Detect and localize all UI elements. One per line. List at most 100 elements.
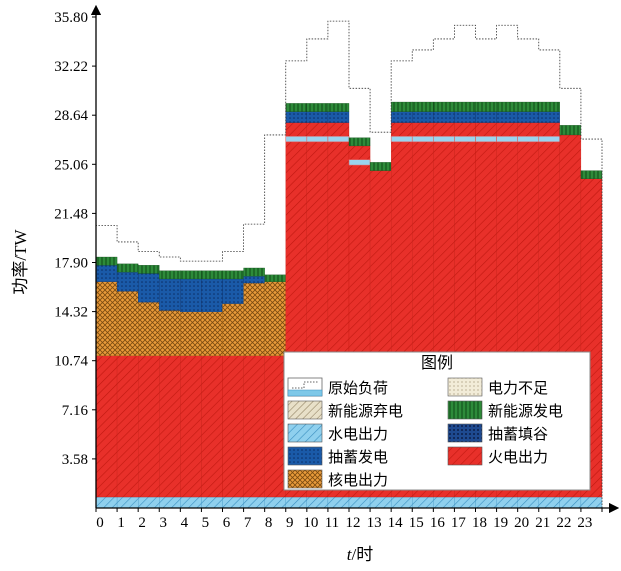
bar-hydro-21 xyxy=(538,496,560,509)
bar-hydro-1 xyxy=(116,496,139,509)
legend-label-shortage: 电力不足 xyxy=(488,380,548,397)
bar-curtail-14 xyxy=(390,136,413,143)
bar-renewable-21 xyxy=(538,101,560,112)
bar-pumped_gen-17 xyxy=(454,111,476,123)
bar-nuclear-6 xyxy=(222,303,244,356)
legend-swatch-nuclear xyxy=(287,469,323,489)
y-tick-label: 3.58 xyxy=(62,452,88,468)
bar-thermal-5 xyxy=(201,355,223,498)
original-load-line xyxy=(95,20,603,508)
y-axis-title: 功率/TW xyxy=(11,228,30,294)
bar-hydro-5 xyxy=(201,496,223,509)
bar-renewable-18 xyxy=(475,101,497,112)
bar-nuclear-3 xyxy=(159,310,181,356)
bar-renewable-10 xyxy=(306,103,329,112)
legend-swatch-thermal xyxy=(447,446,483,466)
x-tick-label: 6 xyxy=(223,515,231,531)
y-tick-label: 7.16 xyxy=(62,403,89,419)
bar-pumped_gen-7 xyxy=(243,276,265,284)
bar-hydro-19 xyxy=(496,496,518,509)
x-tick-label: 12 xyxy=(346,515,361,531)
legend-label-load: 原始负荷 xyxy=(328,380,388,397)
bar-pumped_gen-10 xyxy=(306,111,329,123)
bar-thermal-8 xyxy=(264,355,286,498)
bar-renewable-11 xyxy=(327,103,350,112)
x-tick-label: 3 xyxy=(160,515,168,531)
bar-hydro-8 xyxy=(264,496,286,509)
bar-thermal-2 xyxy=(138,355,160,498)
bar-pumped_gen-0 xyxy=(95,265,118,282)
x-tick-label: 18 xyxy=(472,515,487,531)
bar-hydro-9 xyxy=(285,496,307,509)
legend-swatch-pumped_fill xyxy=(447,423,483,443)
y-ticks: 3.58 7.16 10.74 14.32 17.90 21.48 25.06 28.64 32… xyxy=(54,10,96,468)
x-tick-label: 8 xyxy=(265,515,273,531)
bar-renewable-23 xyxy=(580,170,603,179)
bar-thermal-4 xyxy=(180,355,202,498)
axes xyxy=(90,4,620,514)
bar-curtail-18 xyxy=(475,136,497,143)
bar-curtail-11 xyxy=(327,136,350,143)
bar-nuclear-2 xyxy=(138,302,160,356)
bar-pumped_gen-11 xyxy=(327,111,350,123)
x-ticks: 0 1 2 3 4 5 6 7 8 9 10 11 12 13 14 15 16 17 18 19 20 21 22 23 xyxy=(95,508,603,531)
bar-hydro-20 xyxy=(517,496,539,509)
bar-hydro-7 xyxy=(243,496,265,509)
bar-thermal-1 xyxy=(116,355,139,498)
legend-title: 图例 xyxy=(421,354,453,372)
legend-swatch-shortage xyxy=(447,377,483,397)
bar-renewable-16 xyxy=(433,101,455,112)
x-tick-label: 0 xyxy=(96,515,104,531)
bar-curtail-17 xyxy=(454,136,476,143)
y-tick-label: 25.06 xyxy=(54,157,88,173)
bar-hydro-12 xyxy=(348,496,371,509)
bar-renewable-19 xyxy=(496,101,518,112)
legend-label-curtail: 新能源弃电 xyxy=(328,403,403,420)
bar-pumped_gen-4 xyxy=(180,278,202,313)
bar-renewable-8 xyxy=(264,274,286,282)
x-tick-label: 10 xyxy=(303,515,318,531)
bar-curtail-16 xyxy=(433,136,455,143)
bar-pumped_gen-5 xyxy=(201,278,223,313)
bar-pumped_gen-14 xyxy=(391,111,413,123)
x-tick-label: 21 xyxy=(535,515,550,531)
x-tick-label: 4 xyxy=(181,515,189,531)
bar-hydro-11 xyxy=(327,496,350,509)
bar-pumped_gen-6 xyxy=(222,278,244,304)
bar-renewable-0 xyxy=(95,256,118,266)
bar-renewable-9 xyxy=(285,103,307,112)
bar-hydro-22 xyxy=(559,496,582,509)
bar-nuclear-4 xyxy=(180,311,202,356)
legend-label-pumped_fill: 抽蓄填谷 xyxy=(488,426,548,443)
legend-swatch-load-base xyxy=(287,389,323,397)
bar-curtail-12 xyxy=(348,159,371,166)
y-tick-label: 28.64 xyxy=(54,108,88,124)
legend-label-hydro: 水电出力 xyxy=(328,426,388,443)
bar-hydro-17 xyxy=(454,496,476,509)
x-tick-label: 19 xyxy=(493,515,508,531)
bar-hydro-10 xyxy=(306,496,329,509)
bar-hydro-3 xyxy=(159,496,181,509)
original-load-step xyxy=(95,20,603,508)
bar-renewable-5 xyxy=(201,270,223,280)
legend-label-pumped_gen: 抽蓄发电 xyxy=(328,449,388,466)
bar-renewable-1 xyxy=(116,263,139,273)
bar-hydro-6 xyxy=(222,496,244,509)
bar-thermal-6 xyxy=(222,355,244,498)
bar-pumped_gen-9 xyxy=(285,111,307,123)
bar-nuclear-7 xyxy=(243,282,265,356)
x-tick-label: 14 xyxy=(388,515,404,531)
y-tick-label: 14.32 xyxy=(54,305,88,321)
y-tick-label: 21.48 xyxy=(54,206,88,222)
bar-pumped_gen-20 xyxy=(517,111,539,123)
y-tick-label: 35.80 xyxy=(54,10,88,26)
x-tick-label: 2 xyxy=(138,515,146,531)
bar-nuclear-8 xyxy=(264,281,286,356)
bar-pumped_gen-3 xyxy=(159,278,181,311)
bar-renewable-7 xyxy=(243,267,265,277)
x-tick-label: 15 xyxy=(409,515,424,531)
x-tick-label: 20 xyxy=(514,515,529,531)
bar-nuclear-1 xyxy=(116,291,139,356)
x-tick-label: 9 xyxy=(286,515,294,531)
x-tick-label: 22 xyxy=(556,515,571,531)
